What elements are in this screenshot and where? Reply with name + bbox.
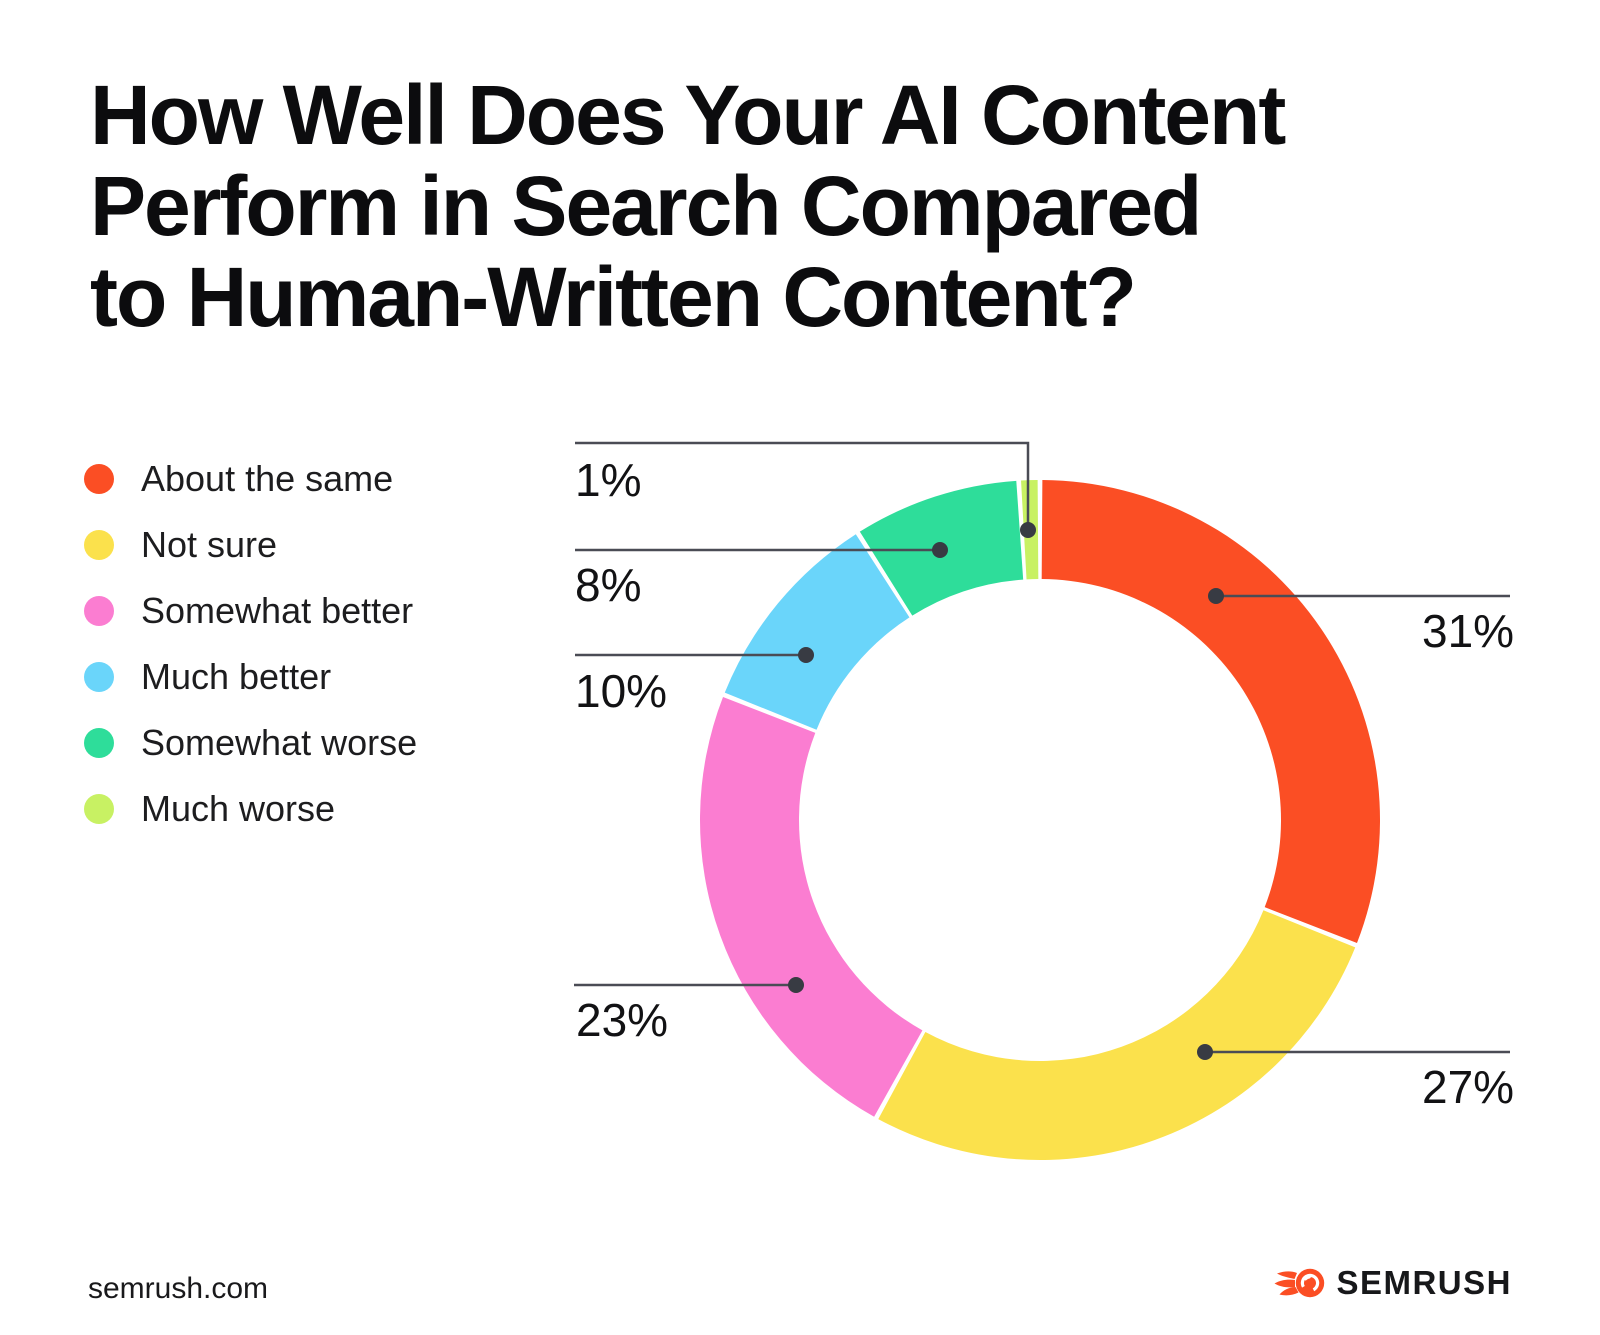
- leader-dot-10%: [798, 647, 814, 663]
- semrush-fireball-icon: [1274, 1268, 1325, 1298]
- legend-label: Much worse: [141, 788, 336, 829]
- donut-segment-not-sure: [878, 910, 1356, 1161]
- donut-segment-about-the-same: [1041, 480, 1380, 943]
- leader-line-1%: [575, 441, 1030, 530]
- title-line-2: Perform in Search Compared: [90, 159, 1202, 253]
- callout-label-much-better: 10%: [575, 665, 668, 717]
- legend-label: Somewhat worse: [141, 722, 418, 763]
- callout-label-somewhat-better: 23%: [576, 994, 669, 1046]
- leader-dot-1%: [1020, 522, 1036, 538]
- legend-dot-icon: [84, 464, 114, 494]
- legend-label: About the same: [141, 458, 394, 499]
- legend-label: Not sure: [141, 524, 278, 565]
- legend-dot-icon: [84, 794, 114, 824]
- page-title: How Well Does Your AI Content Perform in…: [90, 68, 1286, 344]
- semrush-wordmark: SEMRUSH: [1336, 1264, 1512, 1301]
- callout-label-not-sure: 27%: [1422, 1061, 1515, 1113]
- legend-dot-icon: [84, 662, 114, 692]
- callout-label-somewhat-worse: 8%: [575, 559, 642, 611]
- legend-item-about-the-same: About the same: [84, 446, 417, 512]
- legend-dot-icon: [84, 728, 114, 758]
- legend-item-much-worse: Much worse: [84, 776, 417, 842]
- legend-label: Somewhat better: [141, 590, 414, 631]
- legend-item-somewhat-worse: Somewhat worse: [84, 710, 417, 776]
- leader-dot-27%: [1197, 1044, 1213, 1060]
- legend-item-much-better: Much better: [84, 644, 417, 710]
- source-url: semrush.com: [88, 1272, 269, 1305]
- callout-label-about-the-same: 31%: [1422, 605, 1515, 657]
- callout-label-much-worse: 1%: [575, 454, 642, 506]
- leader-dot-31%: [1208, 588, 1224, 604]
- semrush-logo: SEMRUSH: [1274, 1264, 1512, 1302]
- legend-dot-icon: [84, 530, 114, 560]
- legend: About the same Not sure Somewhat better …: [84, 446, 417, 842]
- donut-segment-much-better: [724, 534, 910, 730]
- legend-label: Much better: [141, 656, 332, 697]
- donut-segment-somewhat-better: [700, 697, 923, 1117]
- leader-dot-23%: [788, 977, 804, 993]
- legend-item-not-sure: Not sure: [84, 512, 417, 578]
- leader-dot-8%: [932, 542, 948, 558]
- title-line-1: How Well Does Your AI Content: [90, 68, 1286, 162]
- title-line-3: to Human-Written Content?: [90, 250, 1137, 344]
- legend-dot-icon: [84, 596, 114, 626]
- legend-item-somewhat-better: Somewhat better: [84, 578, 417, 644]
